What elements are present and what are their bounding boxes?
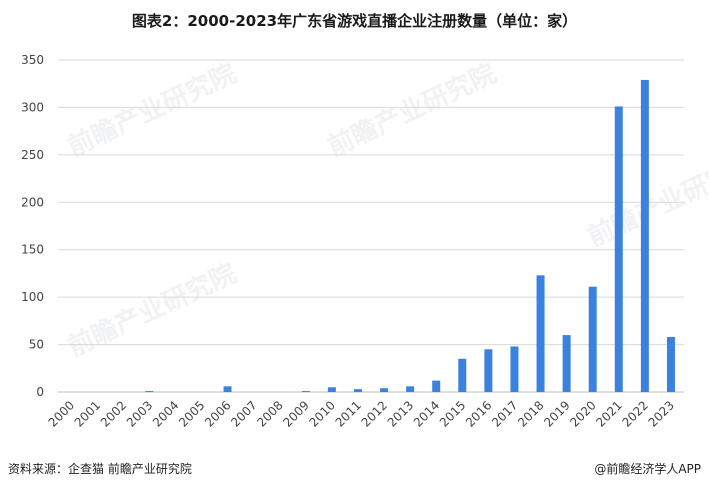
bar-2018 (536, 275, 545, 392)
bar-2022 (640, 79, 649, 393)
bar-2012 (380, 388, 389, 392)
x-tick-label: 2010 (306, 398, 337, 429)
x-tick-label: 2022 (619, 398, 650, 429)
bar-2016 (484, 349, 493, 392)
x-tick-label: 2011 (333, 398, 364, 429)
bar-2006 (223, 386, 232, 392)
y-tick-label: 150 (21, 243, 44, 257)
x-tick-label: 2004 (150, 398, 181, 429)
bar-2013 (406, 386, 415, 392)
x-tick-label: 2001 (72, 398, 103, 429)
x-tick-label: 2003 (124, 398, 155, 429)
bar-2019 (562, 335, 571, 392)
brand-label: @前瞻经济学人APP (594, 462, 701, 476)
y-tick-label: 250 (21, 148, 44, 162)
x-tick-label: 2017 (489, 398, 520, 429)
bar-2020 (588, 286, 597, 392)
chart-title: 图表2：2000-2023年广东省游戏直播企业注册数量（单位：家） (131, 12, 578, 30)
y-tick-label: 200 (21, 195, 44, 209)
x-tick-label: 2014 (411, 398, 442, 429)
x-tick-label: 2006 (202, 398, 233, 429)
y-tick-label: 50 (29, 338, 44, 352)
x-tick-label: 2013 (385, 398, 416, 429)
bar-2017 (510, 346, 519, 392)
x-tick-label: 2008 (254, 398, 285, 429)
bar-2023 (666, 336, 675, 392)
x-tick-label: 2007 (228, 398, 259, 429)
x-tick-label: 2005 (176, 398, 207, 429)
x-tick-label: 2021 (593, 398, 624, 429)
x-tick-label: 2023 (646, 398, 677, 429)
bar-2021 (614, 106, 623, 392)
x-tick-label: 2016 (463, 398, 494, 429)
bar-2010 (327, 387, 336, 392)
y-tick-label: 0 (36, 385, 44, 399)
source-note: 资料来源：企查猫 前瞻产业研究院 (8, 462, 192, 476)
y-tick-label: 300 (21, 100, 44, 114)
x-tick-label: 2019 (541, 398, 572, 429)
y-tick-label: 350 (21, 53, 44, 67)
y-tick-label: 100 (21, 290, 44, 304)
x-tick-label: 2012 (359, 398, 390, 429)
x-tick-label: 2000 (46, 398, 77, 429)
bar-2015 (458, 358, 467, 392)
x-tick-label: 2020 (567, 398, 598, 429)
bar-2011 (353, 389, 362, 392)
x-tick-label: 2002 (98, 398, 129, 429)
x-tick-label: 2018 (515, 398, 546, 429)
bar-2014 (432, 380, 441, 392)
bar-2003 (145, 391, 154, 392)
x-tick-label: 2009 (280, 398, 311, 429)
x-tick-label: 2015 (437, 398, 468, 429)
bar-2009 (301, 391, 310, 392)
